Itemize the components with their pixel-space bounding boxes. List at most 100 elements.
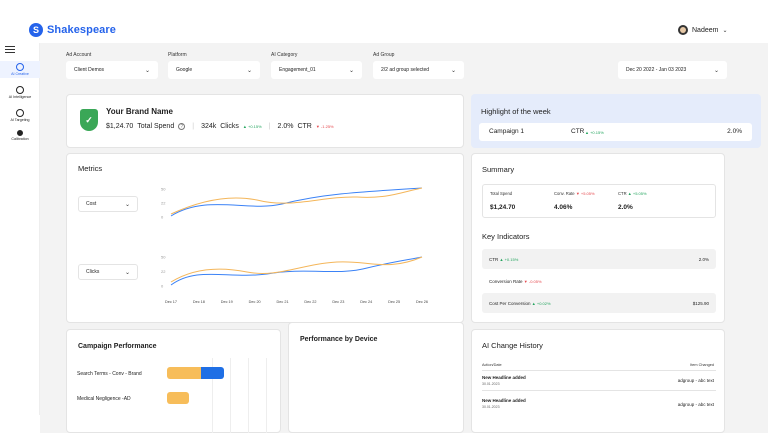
- campaign-performance-title: Campaign Performance: [78, 343, 157, 350]
- sidebar-item-label: AI Intelligence: [8, 95, 32, 99]
- chevron-down-icon: ⌄: [713, 67, 719, 74]
- summary-spend-value: $1,24.70: [490, 204, 516, 211]
- ki-label: CTR: [489, 256, 499, 262]
- date-range-value: Dec 20 2022 - Jan 03 2023: [626, 67, 687, 73]
- ki-value: 2.0%: [698, 256, 709, 262]
- history-col-action: Action/Date: [482, 363, 502, 367]
- cost-ytick: 22: [161, 201, 166, 206]
- x-tick-label: Dec 19: [221, 300, 233, 304]
- clicks-ytick: 50: [161, 255, 166, 260]
- ki-row-conversion-rate: Conversion Rate ▼ -0.05%: [482, 271, 716, 291]
- logo-icon: S: [29, 23, 43, 37]
- ki-row-ctr: CTR ▲ +0.15% 2.0%: [482, 249, 716, 269]
- metric-select-cost[interactable]: Cost ⌄: [78, 196, 138, 212]
- highlight-metric: CTR: [571, 128, 585, 135]
- sidebar: AI Creative AI Intelligence AI Targeting…: [0, 43, 40, 415]
- app-logo[interactable]: S Shakespeare: [29, 23, 116, 37]
- x-tick-label: Dec 23: [332, 300, 344, 304]
- sidebar-item-label: AI Targeting: [10, 118, 30, 122]
- chevron-down-icon: ⌄: [246, 67, 252, 74]
- ad-group-label: Ad Group: [373, 52, 395, 58]
- performance-by-device-card: Performance by Device: [288, 322, 464, 433]
- highlight-title: Highlight of the week: [481, 107, 551, 116]
- x-tick-label: Dec 24: [360, 300, 372, 304]
- platform-value: Google: [176, 67, 193, 73]
- filter-bar: Ad Account Client Demos ⌄ Platform Googl…: [40, 43, 768, 87]
- sidebar-item-calibration[interactable]: Calibration: [0, 130, 40, 141]
- hamburger-menu-icon[interactable]: [5, 46, 15, 54]
- campaign-bar-secondary[interactable]: [167, 367, 201, 379]
- history-row-date: 30.01.2023: [482, 382, 500, 386]
- app-name: Shakespeare: [47, 24, 116, 36]
- history-row-item: adgroup - abc text: [677, 378, 714, 383]
- ki-row-cost-per-conversion: Cost Per Conversion ▲ +0.02% $125.90: [482, 293, 716, 313]
- ad-group-select[interactable]: 2/2 ad group selected ⌄: [373, 61, 464, 79]
- user-menu[interactable]: Nadeem ⌄: [678, 25, 728, 35]
- metric-select-clicks[interactable]: Clicks ⌄: [78, 264, 138, 280]
- x-tick-label: Dec 17: [165, 300, 177, 304]
- highlight-change: ▲ +0.15%: [585, 130, 604, 135]
- x-tick-label: Dec 25: [388, 300, 400, 304]
- clicks-ytick: 0: [161, 284, 164, 289]
- top-bar: S Shakespeare Nadeem ⌄: [0, 0, 768, 43]
- ki-value: $125.90: [692, 300, 709, 306]
- cost-series-orange: [170, 187, 423, 215]
- user-name: Nadeem: [692, 26, 719, 34]
- sidebar-item-ai-creative[interactable]: AI Creative: [0, 61, 40, 78]
- ai-category-select[interactable]: Engagement_01 ⌄: [271, 61, 362, 79]
- avatar: [678, 25, 688, 35]
- ctr-change: ▼ -1.25%: [315, 124, 334, 129]
- summary-ctr-label: CTR ▲ +5.05%: [618, 191, 647, 196]
- ctr-change: ▲ +5.05%: [627, 191, 647, 196]
- sidebar-item-ai-targeting[interactable]: AI Targeting: [0, 109, 40, 122]
- metrics-title: Metrics: [78, 164, 103, 173]
- summary-title: Summary: [482, 165, 515, 174]
- shield-check-icon: ✓: [80, 109, 98, 131]
- ai-category-label: AI Category: [271, 52, 298, 58]
- x-tick-label: Dec 21: [277, 300, 289, 304]
- history-row-date: 30.01.2023: [482, 405, 500, 409]
- creative-icon: [16, 63, 24, 71]
- sidebar-item-ai-intelligence[interactable]: AI Intelligence: [0, 86, 40, 99]
- intelligence-icon: [16, 86, 24, 94]
- campaign-bar-secondary[interactable]: [167, 392, 189, 404]
- clicks-ytick: 22: [161, 269, 166, 274]
- history-row-title: New Headline added: [482, 398, 526, 403]
- ad-account-label: Ad Account: [66, 52, 92, 58]
- platform-select[interactable]: Google ⌄: [168, 61, 260, 79]
- total-spend-label: Total Spend: [137, 123, 175, 130]
- summary-spend-label: Total Spend: [490, 191, 513, 196]
- ad-account-select[interactable]: Client Demos ⌄: [66, 61, 158, 79]
- help-icon[interactable]: ?: [178, 123, 186, 130]
- date-range-select[interactable]: Dec 20 2022 - Jan 03 2023 ⌄: [618, 61, 727, 79]
- chevron-down-icon: ⌄: [348, 67, 354, 74]
- cost-ytick: 0: [161, 215, 164, 220]
- ctr-label: CTR: [297, 123, 312, 130]
- ki-label: Cost Per Conversion: [489, 300, 531, 306]
- campaign-row-label: Medical Negligence -AD: [77, 396, 131, 402]
- ctr-value: 2.0%: [277, 123, 294, 130]
- campaign-row-label: Search Terms - Conv - Brand: [77, 371, 142, 377]
- cost-ytick: 50: [161, 187, 166, 192]
- key-indicators-title: Key Indicators: [482, 232, 530, 241]
- brand-card: ✓ Your Brand Name $1,24.70 Total Spend ?…: [66, 94, 464, 148]
- metric-select-value: Cost: [86, 201, 97, 207]
- chevron-down-icon: ⌄: [450, 67, 456, 74]
- chevron-down-icon: ⌄: [124, 269, 130, 276]
- ad-account-value: Client Demos: [74, 67, 105, 73]
- campaign-bar-primary[interactable]: [201, 367, 224, 379]
- ai-history-title: AI Change History: [482, 341, 543, 350]
- summary-box: Total Spend $1,24.70 Conv. Rate ▼ +5.05%…: [482, 184, 716, 218]
- summary-card: Summary Total Spend $1,24.70 Conv. Rate …: [471, 153, 725, 323]
- metric-select-value: Clicks: [86, 269, 100, 275]
- chevron-down-icon: ⌄: [722, 27, 728, 34]
- highlight-campaign: Campaign 1: [489, 128, 525, 135]
- clicks-value: 324k: [201, 123, 217, 130]
- total-spend-value: $1,24.70: [106, 123, 134, 130]
- calibration-icon: [17, 130, 23, 136]
- brand-stats: $1,24.70 Total Spend ? | 324k Clicks ▲ +…: [106, 123, 334, 130]
- highlight-row[interactable]: Campaign 1 CTR ▲ +0.15% 2.0%: [479, 123, 752, 141]
- platform-label: Platform: [168, 52, 187, 58]
- ad-group-value: 2/2 ad group selected: [381, 67, 430, 73]
- ctr-label: CTR: [618, 191, 627, 196]
